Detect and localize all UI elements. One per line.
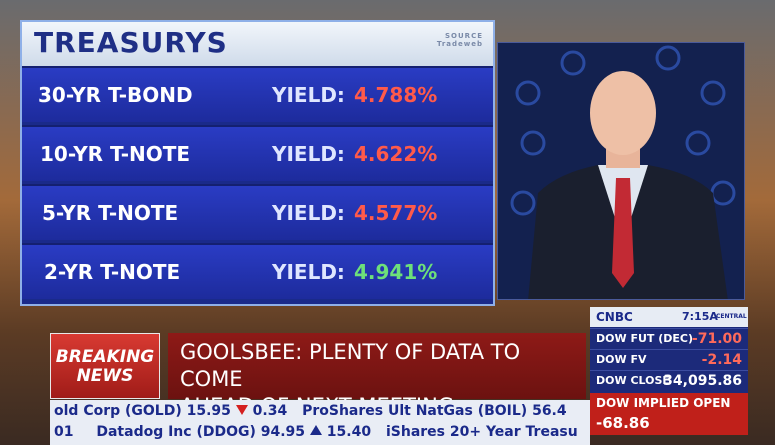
down-arrow [235,405,248,415]
market-value: -71.00 [691,331,742,347]
yield-label: YIELD: [272,201,345,225]
yield-label: YIELD: [272,260,345,284]
ticker-line: old Corp (GOLD) 15.95 0.34 ProShares Ult… [54,403,567,419]
ticker-line: 01 Datadog Inc (DDOG) 94.95 15.40 iShare… [54,424,578,440]
market-panel: CNBC 7:15A CENTRAL DOW FUT (DEC) -71.00 DO… [590,307,748,435]
yield-label: YIELD: [272,142,345,166]
headline: GOOLSBEE: PLENTY OF DATA TO COME AHEAD O… [168,333,586,418]
treasury-row: 2-YR T-NOTE YIELD: 4.941% [22,243,493,299]
bond-name: 2-YR T-NOTE [44,260,181,284]
news-text: NEWS [76,366,134,386]
bond-name: 10-YR T-NOTE [40,142,191,166]
market-label: DOW FUT (DEC) [596,332,693,345]
ticker-item: ProShares Ult NatGas (BOIL) 56.4 [302,403,567,419]
ticker-change: 0.34 [252,403,288,419]
yield-label: YIELD: [272,83,345,107]
bond-name: 5-YR T-NOTE [42,201,179,225]
market-row: DOW CLOSE 34,095.86 [590,370,748,391]
treasury-row: 10-YR T-NOTE YIELD: 4.622% [22,125,493,181]
market-label: DOW CLOSE [596,374,670,387]
breaking-news-badge: BREAKING NEWS [50,333,160,399]
market-row: DOW FUT (DEC) -71.00 [590,328,748,349]
market-value: -2.14 [701,352,742,368]
yield-value: 4.788% [354,83,438,107]
ticker-change: 15.40 [326,424,372,440]
title-text: TREASURYS [34,26,228,59]
yield-value: 4.941% [354,260,438,284]
logo: CNBC [596,310,633,324]
breaking-text: BREAKING [55,347,155,367]
yield-value: 4.622% [354,142,438,166]
headline-line: GOOLSBEE: PLENTY OF DATA TO COME [180,340,521,391]
ticker: old Corp (GOLD) 15.95 0.34 ProShares Ult… [50,400,590,445]
up-arrow [309,425,322,435]
source: SOURCE Tradeweb [423,32,483,48]
ticker-item: 01 [54,424,74,440]
market-label: DOW FV [596,353,647,366]
treasury-row: 30-YR T-BOND YIELD: 4.788% [22,66,493,122]
panel-title: TREASURYS SOURCE Tradeweb [22,22,493,66]
yield-value: 4.577% [354,201,438,225]
treasury-panel: TREASURYS SOURCE Tradeweb 30-YR T-BOND YIE… [20,20,495,306]
ticker-item: Datadog Inc (DDOG) 94.95 [96,424,306,440]
market-row: DOW FV -2.14 [590,349,748,370]
guest-image [510,45,736,299]
implied-label: DOW IMPLIED OPEN [596,396,731,410]
time-zone: CENTRAL [716,313,747,320]
bond-name: 30-YR T-BOND [38,83,193,107]
ticker-item: old Corp (GOLD) 15.95 [54,403,231,419]
ticker-item: iShares 20+ Year Treasu [385,424,578,440]
guest-video [497,42,745,300]
implied-open: DOW IMPLIED OPEN -68.86 [590,393,748,435]
source-name: Tradeweb [436,40,483,48]
time: 7:15A [682,310,718,323]
market-header: CNBC 7:15A CENTRAL [590,307,748,327]
market-value: 34,095.86 [663,373,742,389]
source-label: SOURCE [445,32,483,40]
treasury-row: 5-YR T-NOTE YIELD: 4.577% [22,184,493,240]
implied-value: -68.86 [596,414,650,432]
